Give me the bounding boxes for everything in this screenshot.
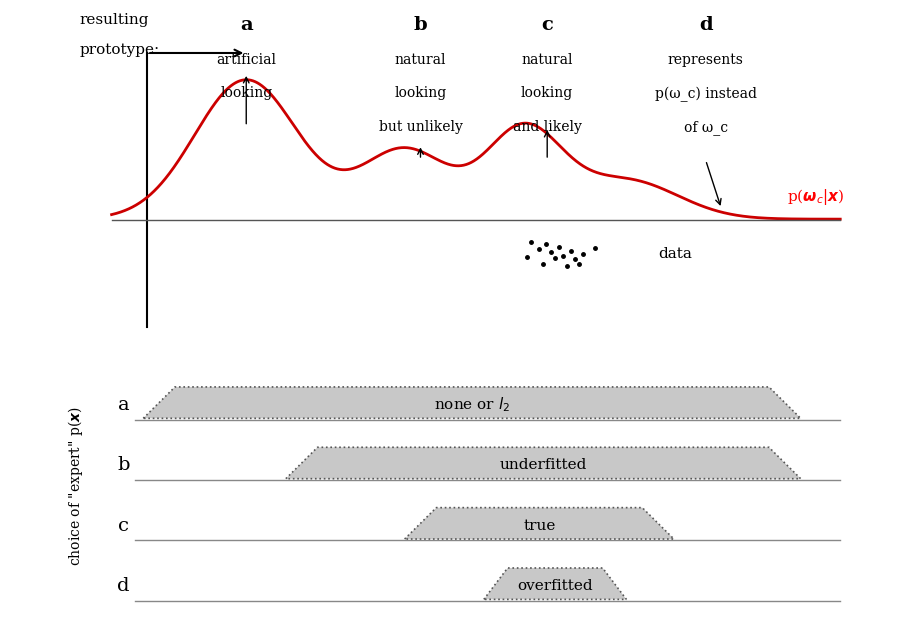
Text: b: b <box>414 16 427 34</box>
Text: p($\boldsymbol{\omega}_c|\boldsymbol{x}$): p($\boldsymbol{\omega}_c|\boldsymbol{x}$… <box>787 187 844 207</box>
Text: p(ω_c) instead: p(ω_c) instead <box>654 87 757 102</box>
Text: represents: represents <box>668 53 743 67</box>
Text: none or $l_2$: none or $l_2$ <box>434 396 510 415</box>
Text: prototype:: prototype: <box>80 43 160 57</box>
Polygon shape <box>286 448 801 478</box>
Text: c: c <box>118 517 129 535</box>
Text: overfitted: overfitted <box>518 579 593 593</box>
Text: looking: looking <box>394 87 446 100</box>
Text: c: c <box>541 16 554 34</box>
Text: and likely: and likely <box>513 120 581 134</box>
Text: of ω_c: of ω_c <box>683 120 728 135</box>
Text: natural: natural <box>521 53 573 67</box>
Text: natural: natural <box>395 53 446 67</box>
Text: b: b <box>117 456 130 475</box>
Text: d: d <box>698 16 713 34</box>
Text: a: a <box>240 16 253 34</box>
Text: true: true <box>523 519 555 533</box>
Text: looking: looking <box>220 87 273 100</box>
Polygon shape <box>484 568 626 599</box>
Text: choice of "expert" p($\boldsymbol{x}$): choice of "expert" p($\boldsymbol{x}$) <box>67 406 86 566</box>
Text: looking: looking <box>521 87 573 100</box>
Text: artificial: artificial <box>216 53 276 67</box>
Polygon shape <box>143 387 801 418</box>
Text: data: data <box>658 246 692 261</box>
Text: d: d <box>117 577 130 595</box>
Text: a: a <box>118 396 130 414</box>
Polygon shape <box>405 508 674 539</box>
Text: underfitted: underfitted <box>500 459 587 472</box>
Text: resulting: resulting <box>80 13 149 27</box>
Text: but unlikely: but unlikely <box>379 120 463 134</box>
